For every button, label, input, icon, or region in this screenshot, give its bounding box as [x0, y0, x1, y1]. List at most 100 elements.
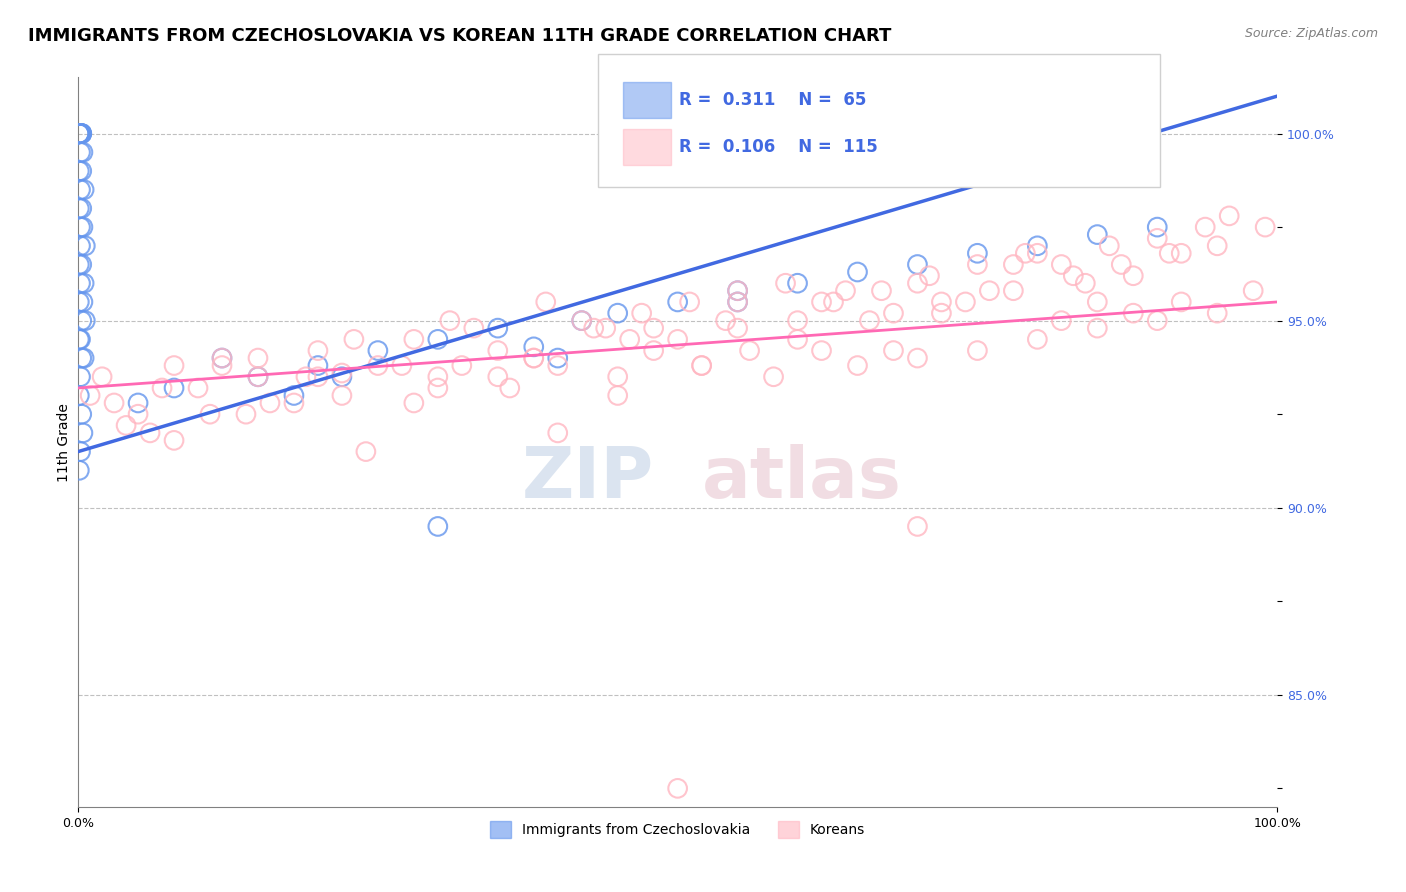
Point — [966, 246, 988, 260]
Point — [1050, 258, 1073, 272]
Point — [163, 359, 186, 373]
Point — [75, 239, 97, 253]
Point — [834, 284, 856, 298]
Point — [69, 332, 91, 346]
Point — [678, 294, 700, 309]
Point — [523, 351, 546, 365]
Point — [1146, 313, 1168, 327]
Point — [907, 519, 929, 533]
Point — [67, 202, 90, 216]
Point — [463, 321, 485, 335]
Point — [150, 381, 173, 395]
Point — [70, 407, 93, 421]
Point — [690, 359, 713, 373]
Point — [73, 183, 96, 197]
Point — [69, 220, 91, 235]
Point — [606, 306, 628, 320]
Point — [70, 351, 93, 365]
Point — [846, 265, 869, 279]
Point — [367, 343, 389, 358]
Point — [211, 351, 233, 365]
Point — [69, 127, 91, 141]
Point — [235, 407, 257, 421]
Point — [1194, 220, 1216, 235]
Point — [67, 258, 90, 272]
Point — [163, 381, 186, 395]
Point — [426, 381, 449, 395]
Point — [486, 369, 509, 384]
Point — [307, 369, 329, 384]
Point — [727, 284, 749, 298]
Text: IMMIGRANTS FROM CZECHOSLOVAKIA VS KOREAN 11TH GRADE CORRELATION CHART: IMMIGRANTS FROM CZECHOSLOVAKIA VS KOREAN… — [28, 27, 891, 45]
Point — [70, 164, 93, 178]
Point — [391, 359, 413, 373]
Point — [69, 183, 91, 197]
Point — [1206, 239, 1229, 253]
Point — [606, 369, 628, 384]
Y-axis label: 11th Grade: 11th Grade — [58, 403, 72, 482]
Point — [67, 463, 90, 477]
Point — [1085, 294, 1108, 309]
Legend: Immigrants from Czechoslovakia, Koreans: Immigrants from Czechoslovakia, Koreans — [485, 816, 870, 844]
Point — [246, 369, 269, 384]
Point — [966, 258, 988, 272]
Point — [1062, 268, 1084, 283]
Point — [907, 277, 929, 291]
Point — [931, 294, 953, 309]
Point — [1146, 220, 1168, 235]
Point — [283, 396, 305, 410]
Point — [571, 313, 593, 327]
Text: atlas: atlas — [702, 444, 901, 513]
Point — [283, 388, 305, 402]
Point — [402, 332, 425, 346]
Point — [330, 366, 353, 380]
Point — [858, 313, 880, 327]
Point — [103, 396, 125, 410]
Point — [523, 351, 546, 365]
Point — [259, 396, 281, 410]
Point — [690, 359, 713, 373]
Point — [1026, 246, 1049, 260]
Point — [727, 321, 749, 335]
Point — [70, 127, 93, 141]
Point — [70, 127, 93, 141]
Point — [67, 332, 90, 346]
Point — [70, 127, 93, 141]
Point — [67, 127, 90, 141]
Point — [402, 396, 425, 410]
Point — [69, 277, 91, 291]
Point — [630, 306, 652, 320]
Point — [582, 321, 605, 335]
Point — [1014, 246, 1036, 260]
Point — [1026, 332, 1049, 346]
Point — [198, 407, 221, 421]
Point — [1002, 284, 1025, 298]
Point — [714, 313, 737, 327]
Point — [67, 127, 90, 141]
Point — [1254, 220, 1277, 235]
Point — [727, 284, 749, 298]
Point — [330, 369, 353, 384]
Point — [115, 418, 138, 433]
Point — [72, 220, 94, 235]
Point — [70, 313, 93, 327]
Point — [72, 425, 94, 440]
Point — [955, 294, 977, 309]
Point — [738, 343, 761, 358]
Point — [343, 332, 366, 346]
Point — [67, 127, 90, 141]
Point — [810, 294, 832, 309]
Point — [69, 444, 91, 458]
Point — [1026, 239, 1049, 253]
Point — [979, 284, 1001, 298]
Point — [823, 294, 845, 309]
Point — [426, 332, 449, 346]
Point — [619, 332, 641, 346]
Point — [72, 145, 94, 160]
Point — [426, 519, 449, 533]
Text: R =  0.106    N =  115: R = 0.106 N = 115 — [679, 138, 877, 156]
Point — [547, 359, 569, 373]
Point — [211, 359, 233, 373]
Point — [571, 313, 593, 327]
Point — [67, 127, 90, 141]
